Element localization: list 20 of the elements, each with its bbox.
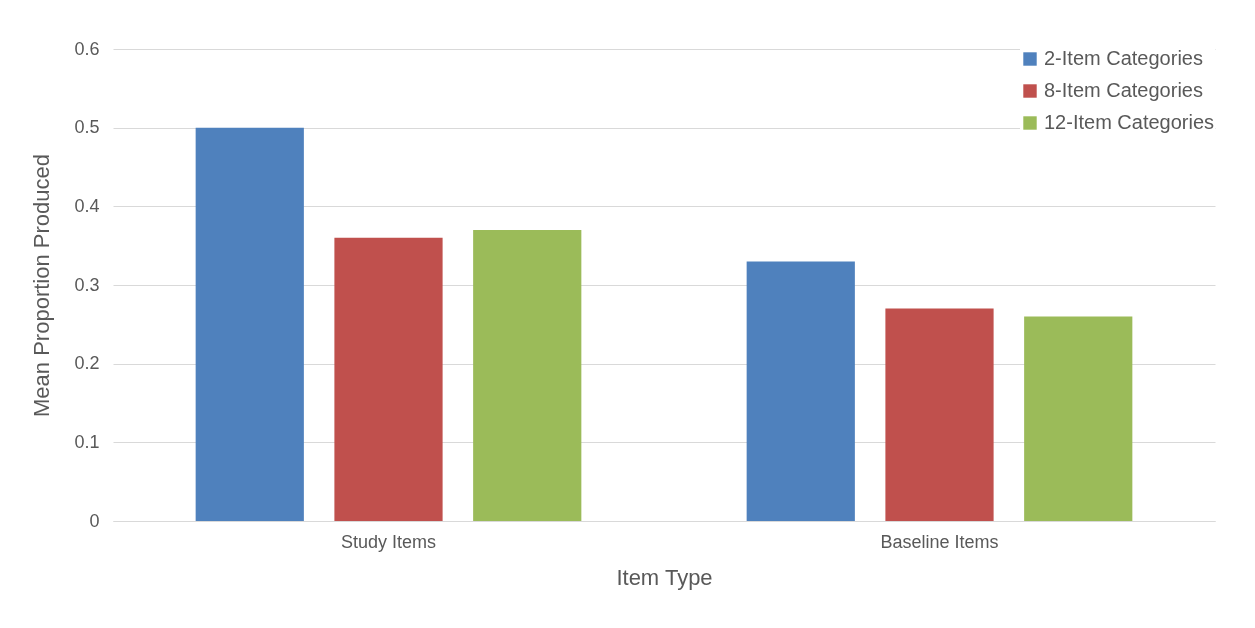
y-tick-label: 0.6 — [74, 38, 100, 59]
legend-label: 2-Item Categories — [1044, 47, 1203, 69]
x-tick-label: Study Items — [340, 531, 437, 552]
x-tick-label: Baseline Items — [880, 531, 999, 552]
legend-label: 12-Item Categories — [1044, 111, 1215, 133]
bar — [746, 261, 855, 521]
y-tick-label: 0.3 — [74, 274, 100, 295]
x-axis-title: Item Type — [616, 564, 713, 590]
y-tick-label: 0.1 — [74, 431, 100, 452]
y-tick-label: 0.5 — [74, 117, 100, 138]
bar — [1024, 316, 1133, 521]
bar — [885, 308, 994, 521]
bar — [473, 229, 582, 521]
y-tick-label: 0.2 — [74, 353, 100, 374]
y-tick-label: 0.4 — [74, 195, 100, 216]
bar — [334, 237, 443, 521]
y-tick-label: 0 — [89, 510, 100, 531]
y-axis-title: Mean Proportion Produced — [29, 154, 55, 417]
bar — [195, 127, 304, 521]
legend-label: 8-Item Categories — [1044, 79, 1203, 101]
